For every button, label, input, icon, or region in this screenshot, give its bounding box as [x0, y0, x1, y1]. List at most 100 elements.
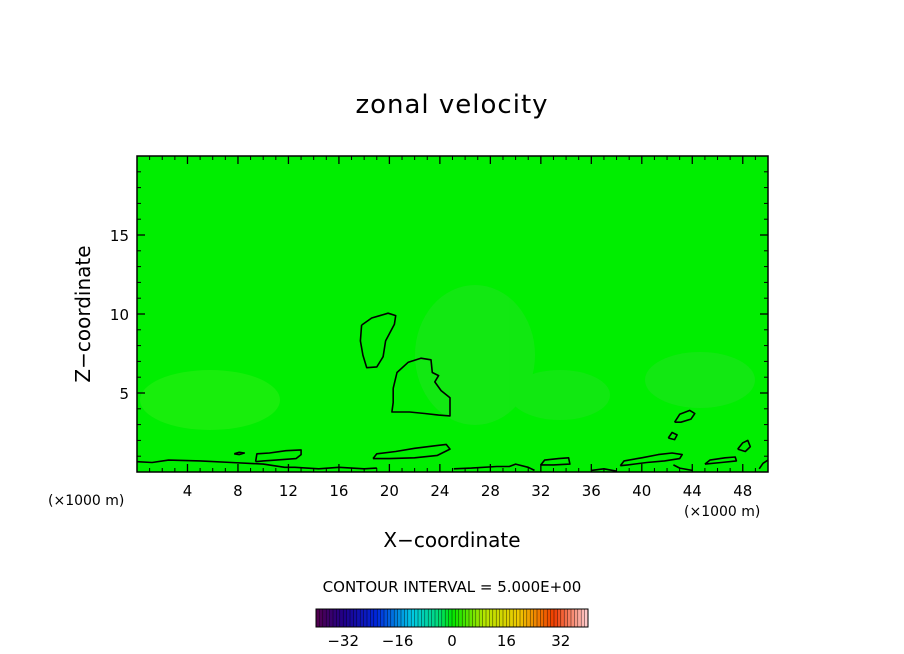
colorbar-cell	[418, 609, 422, 627]
colorbar-cell	[411, 609, 415, 627]
colorbar-cell	[373, 609, 378, 627]
colorbar-cell	[567, 609, 572, 627]
colorbar-cell	[397, 609, 402, 627]
colorbar-cell	[499, 609, 504, 627]
contour-line	[737, 439, 752, 453]
x-tick-label: 12	[279, 482, 298, 500]
colorbar-cell	[329, 609, 334, 627]
colorbar-frame	[315, 608, 589, 628]
colorbar-cell	[479, 609, 483, 627]
colorbar-cell	[370, 609, 375, 627]
colorbar-cell	[390, 609, 395, 627]
colorbar-cell	[431, 609, 436, 627]
contour-line	[673, 409, 696, 423]
colorbar-cell	[489, 609, 494, 627]
x-tick-label: 40	[632, 482, 651, 500]
colorbar-cell	[526, 609, 531, 627]
colorbar-cell	[458, 609, 463, 627]
colorbar-cell	[571, 609, 575, 627]
colorbar-cell	[469, 609, 473, 627]
x-tick-label: 48	[733, 482, 752, 500]
x-tick-label: 44	[683, 482, 702, 500]
colorbar-cell	[482, 609, 487, 627]
contour-lines	[136, 312, 769, 472]
colorbar: −32 −16 0 16 32	[315, 608, 589, 650]
contour-interval-label: CONTOUR INTERVAL = 5.000E+00	[323, 578, 582, 596]
x-tick-label: 4	[183, 482, 193, 500]
x-unit-left: (×1000 m)	[48, 493, 124, 509]
colorbar-cell	[581, 609, 585, 627]
x-tick-label: 20	[380, 482, 399, 500]
colorbar-cell	[516, 609, 521, 627]
colorbar-cell	[424, 609, 429, 627]
colorbar-tick-label: −16	[382, 632, 414, 650]
y-tick-label: 10	[110, 306, 129, 324]
colorbar-cell	[343, 609, 347, 627]
colorbar-cell	[503, 609, 507, 627]
colorbar-cell	[384, 609, 388, 627]
colorbar-cell	[319, 609, 324, 627]
colorbar-cell	[407, 609, 412, 627]
colorbar-cell	[584, 609, 589, 627]
colorbar-cell	[316, 609, 320, 627]
contour-line	[453, 463, 535, 472]
colorbar-cell	[452, 609, 456, 627]
shading-patches	[140, 285, 755, 430]
colorbar-cell	[523, 609, 528, 627]
x-tick-label: 24	[430, 482, 449, 500]
colorbar-cell	[560, 609, 565, 627]
contour-line	[758, 459, 769, 470]
colorbar-cell	[339, 609, 344, 627]
contour-line	[667, 431, 678, 441]
colorbar-cell	[574, 609, 579, 627]
colorbar-cell	[554, 609, 558, 627]
colorbar-cell	[537, 609, 541, 627]
colorbar-cell	[414, 609, 419, 627]
colorbar-cell	[356, 609, 361, 627]
colorbar-cell	[520, 609, 524, 627]
colorbar-cell	[465, 609, 470, 627]
colorbar-cell	[438, 609, 443, 627]
colorbar-cell	[367, 609, 371, 627]
colorbar-cell	[428, 609, 432, 627]
colorbar-cell	[445, 609, 449, 627]
contour-line	[704, 456, 738, 465]
y-tick-label: 5	[119, 385, 129, 403]
x-axis-label: X−coordinate	[383, 528, 520, 552]
colorbar-cell	[475, 609, 480, 627]
colorbar-cell	[326, 609, 330, 627]
colorbar-cell	[550, 609, 555, 627]
colorbar-cell	[492, 609, 497, 627]
colorbar-tick-label: 16	[497, 632, 516, 650]
colorbar-cell	[404, 609, 409, 627]
y-axis-label: Z−coordinate	[71, 245, 95, 382]
shading-patch	[140, 370, 280, 430]
contour-line	[359, 312, 397, 369]
colorbar-tick-labels: −32 −16 0 16 32	[327, 632, 570, 650]
colorbar-cell	[462, 609, 466, 627]
x-tick-labels: 4 8 12 16 20 24 28 32 36 40 44 48	[183, 482, 753, 500]
colorbar-cell	[543, 609, 548, 627]
colorbar-cell	[363, 609, 368, 627]
colorbar-cell	[435, 609, 439, 627]
contour-line	[540, 457, 571, 466]
colorbar-cell	[441, 609, 446, 627]
colorbar-cell	[394, 609, 398, 627]
x-tick-label: 16	[329, 482, 348, 500]
colorbar-cell	[350, 609, 354, 627]
plot-frame	[136, 155, 769, 473]
contour-line	[254, 449, 302, 463]
colorbar-cell	[533, 609, 538, 627]
colorbar-tick-label: 0	[447, 632, 457, 650]
colorbar-tick-label: 32	[551, 632, 570, 650]
contour-line	[619, 452, 683, 467]
colorbar-cell	[486, 609, 490, 627]
colorbar-cell	[377, 609, 381, 627]
shading-patch	[510, 370, 610, 420]
colorbar-cell	[506, 609, 511, 627]
colorbar-cell	[547, 609, 551, 627]
x-tick-label: 36	[582, 482, 601, 500]
colorbar-cell	[322, 609, 327, 627]
colorbar-cell	[455, 609, 460, 627]
